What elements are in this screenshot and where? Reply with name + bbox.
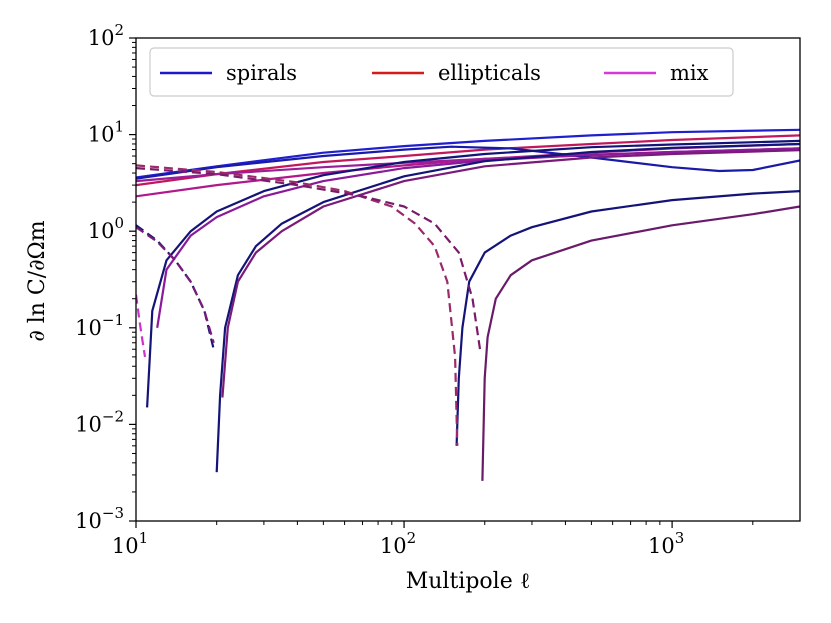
legend: spirals ellipticals mix [149, 47, 734, 97]
series-line-11 [481, 205, 800, 481]
series-line-8 [215, 142, 800, 473]
x-tick-label: 101 [112, 529, 148, 558]
series-line-6 [146, 139, 800, 408]
y-axis-label: ∂ ln C/∂Ωm [25, 220, 50, 341]
x-tick-label: 102 [380, 529, 416, 558]
y-tick-label: 10−2 [75, 407, 124, 436]
plot-area [136, 38, 800, 521]
legend-label-ellipticals: ellipticals [438, 61, 541, 85]
series-line-15 [136, 226, 215, 344]
x-axis-label: Multipole ℓ [406, 569, 531, 594]
series-line-10 [455, 190, 800, 446]
x-axis-ticks: 101 102 103 [112, 521, 754, 558]
legend-label-spirals: spirals [226, 61, 297, 85]
x-tick-label: 103 [648, 529, 684, 558]
series-line-9 [221, 149, 800, 398]
y-tick-label: 101 [88, 118, 124, 147]
series-line-12 [136, 164, 459, 446]
series-line-1 [136, 128, 800, 179]
plot-frame [135, 37, 801, 522]
series-line-7 [156, 147, 800, 328]
y-axis-ticks: 10−3 10−2 10−1 100 101 102 [75, 21, 136, 533]
series-line-5 [136, 145, 800, 180]
y-tick-label: 10−3 [75, 504, 124, 533]
y-tick-label: 100 [88, 214, 124, 243]
y-tick-label: 10−1 [75, 311, 124, 340]
series-layer [136, 128, 800, 481]
series-line-13 [136, 167, 482, 350]
legend-label-mix: mix [670, 61, 709, 85]
legend-box [149, 47, 734, 97]
y-tick-label: 102 [88, 21, 124, 50]
